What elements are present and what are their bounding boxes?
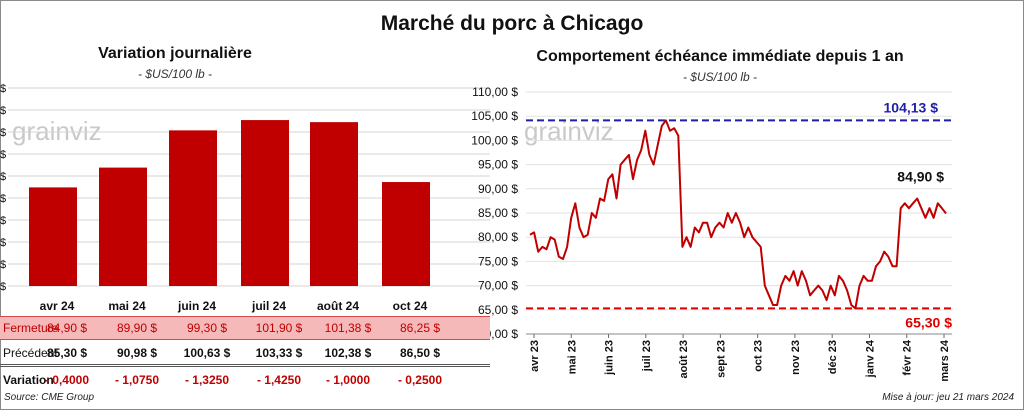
table-cell: 84,90 $ [46,321,88,335]
table-cell: 85,30 $ [46,346,88,360]
bar-chart: grainviz $ $ $ $ $ $ $ $ $ $ avr 24 mai 24 juin 24 ju… [0,83,490,313]
table-cell: 100,63 $ [183,346,231,360]
table-cell: 101,90 $ [255,321,303,335]
bar-category-label: mai 24 [108,299,146,313]
line-y-tick: 70,00 $ [478,279,518,293]
line-y-tick: 110,00 $ [472,85,518,99]
bar-mai-24 [99,167,147,286]
table-cell: - 1,0750 [114,373,160,387]
line-y-tick: 105,00 $ [471,109,518,123]
table-cell: - 0,4000 [44,373,90,387]
bar-axis-tick: $ [0,215,6,227]
line-y-tick: 75,00 $ [478,254,518,268]
bar-juil-24 [241,120,289,287]
line-y-tick: 80,00 $ [478,230,518,244]
bar-avr-24 [29,187,77,286]
left-panel-subtitle: - $US/100 lb - [137,67,213,81]
line-x-tick: mai 23 [566,340,578,374]
table-cell: 102,38 $ [324,346,372,360]
bar-category-label: oct 24 [393,299,428,313]
line-x-tick: nov 23 [790,340,802,375]
table-cell: 90,98 $ [116,346,158,360]
line-x-tick: janv 24 [864,339,876,378]
bar-category-label: août 24 [317,299,359,313]
line-y-tick: 100,00 $ [471,133,518,147]
line-x-tick: déc 23 [827,340,839,374]
line-y-tick: 95,00 $ [478,158,518,172]
bar-août-24 [310,122,358,287]
table-cell: 86,50 $ [399,346,441,360]
update-note: Mise à jour: jeu 21 mars 2024 [882,392,1014,403]
table-cell: - 1,0000 [325,373,371,387]
bar-axis-tick: $ [0,83,6,95]
line-x-tick: août 23 [678,340,690,379]
source-note: Source: CME Group [4,392,95,403]
line-x-tick: juil 23 [641,340,653,372]
table-cell: 89,90 $ [116,321,158,335]
last-value-label: 84,90 $ [897,169,944,185]
min-value-label: 65,30 $ [905,314,952,330]
table-row-previous: Précédent 85,30 $ 90,98 $ 100,63 $ 103,33 $… [0,342,490,367]
bar-oct-24 [382,182,430,286]
right-panel-title: Comportement échéance immédiate depuis 1… [536,48,904,65]
left-panel-title: Variation journalière [98,45,252,62]
bar-axis-tick: $ [0,237,6,249]
bar-axis-tick: $ [0,259,6,271]
line-chart: grainviz 110,00 $105,00 $100,00 $95,00 $… [471,85,952,382]
line-x-tick: mars 24 [939,339,951,381]
bar-axis-tick: $ [0,171,6,183]
bar-axis-tick: $ [0,149,6,161]
line-y-tick: 65,00 $ [478,303,518,317]
table-cell: - 0,2500 [397,373,443,387]
price-series-line [529,119,947,310]
table-cell: - 1,3250 [184,373,230,387]
table-cell: 99,30 $ [186,321,228,335]
right-panel-subtitle: - $US/100 lb - [682,70,758,84]
page-title: Marché du porc à Chicago [380,12,644,35]
bar-axis-tick: $ [0,281,6,293]
table-row-close: Fermeture 84,90 $ 89,90 $ 99,30 $ 101,90 $ 1… [0,316,490,340]
line-y-tick: 90,00 $ [478,182,518,196]
table-cell: - 1,4250 [256,373,302,387]
bar-category-label: avr 24 [40,299,75,313]
table-cell: 101,38 $ [324,321,372,335]
row-label-variation: Variation [3,373,54,387]
line-x-tick: juin 23 [604,340,616,376]
table-cell: 86,25 $ [399,321,441,335]
bar-axis-tick: $ [0,127,6,139]
bar-category-label: juil 24 [251,299,286,313]
left-watermark: grainviz [12,116,102,146]
line-x-tick: févr 24 [902,339,914,375]
bar-axis-tick: $ [0,105,6,117]
bar-category-label: juin 24 [177,299,216,313]
row-label-previous: Précédent [3,346,58,360]
row-label-close: Fermeture [3,321,59,335]
line-x-tick: oct 23 [753,340,765,372]
table-cell: 103,33 $ [255,346,303,360]
bar-juin-24 [169,130,217,286]
line-y-tick: 85,00 $ [478,206,518,220]
max-value-label: 104,13 $ [884,99,939,115]
line-x-tick: sept 23 [715,340,727,378]
line-x-tick: avr 23 [529,340,541,372]
table-row-variation: Variation - 0,4000 - 1,0750 - 1,3250 - 1,42… [0,369,490,391]
bar-axis-tick: $ [0,193,6,205]
